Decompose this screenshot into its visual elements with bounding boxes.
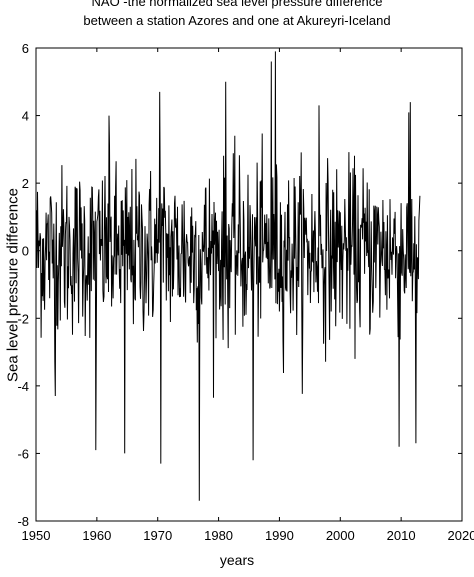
chart-title-line-1: NAO -the normalized sea level pressure d… [91,0,383,9]
y-tick-label: 6 [22,41,29,56]
ticks-layer: 1950 1960 1970 1980 1990 2000 2010 2020 6 4 2 0 -2 -4… [17,41,474,543]
x-tick-label: 2020 [448,528,474,543]
y-tick-label: 2 [22,176,29,191]
x-tick-label: 1980 [204,528,233,543]
nao-series-line [35,51,421,501]
x-tick-label: 2000 [326,528,355,543]
series-layer [35,51,421,501]
x-tick-label: 2010 [387,528,416,543]
y-tick-label: 0 [22,244,29,259]
y-tick-label: -2 [17,311,29,326]
x-tick-label: 1950 [22,528,51,543]
y-tick-label: -8 [17,514,29,529]
x-axis-label: years [219,552,255,568]
x-tick-label: 1990 [265,528,294,543]
x-tick-label: 1970 [143,528,172,543]
y-tick-label: 4 [22,109,29,124]
plot-frame [35,47,463,522]
y-axis-label: Sea level pressure difference [4,187,22,383]
y-tick-label: -6 [17,446,29,461]
x-tick-label: 1960 [82,528,111,543]
chart-title-line-2: between a station Azores and one at Akur… [83,13,391,28]
y-tick-label: -4 [17,379,29,394]
